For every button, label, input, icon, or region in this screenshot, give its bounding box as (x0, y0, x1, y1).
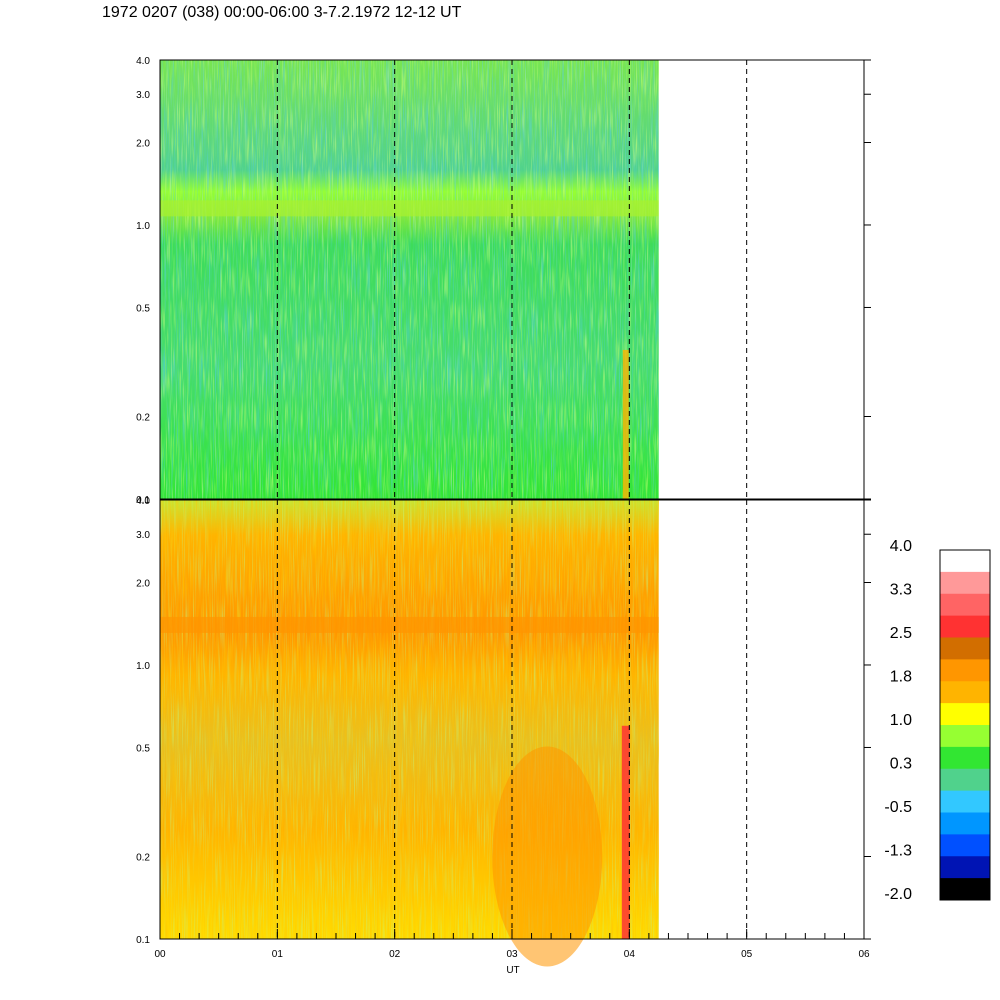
upper-y-tick-label: 4.0 (136, 56, 150, 67)
colorbar-swatch (940, 571, 990, 595)
x-tick-label: 01 (272, 949, 284, 960)
colorbar-swatch (940, 812, 990, 835)
colorbar-label: 1.8 (890, 669, 912, 686)
lower-y-tick-label: 1.0 (136, 661, 150, 672)
colorbar: 4.0 3.3 2.5 1.8 1.0 0.3 -0.5 -1.3 -2.0 (884, 538, 991, 903)
upper-y-tick-label: 2.0 (136, 138, 150, 149)
upper-spectrogram-texture-2 (160, 60, 659, 499)
colorbar-swatch (940, 550, 990, 573)
lower-intense-column (621, 725, 630, 939)
x-tick-label: 04 (624, 949, 636, 960)
colorbar-swatch (940, 790, 990, 813)
chart-title: 1972 0207 (038) 00:00-06:00 3-7.2.1972 1… (102, 4, 462, 21)
lower-y-tick-label: 3.0 (136, 530, 150, 541)
colorbar-swatch (940, 834, 990, 857)
lower-y-tick-label: 4.0 (136, 496, 150, 507)
x-tick-label: 02 (389, 949, 401, 960)
colorbar-frame (939, 549, 991, 901)
colorbar-label: 2.5 (890, 625, 912, 642)
colorbar-swatch (940, 593, 990, 617)
x-tick-label: 05 (741, 949, 753, 960)
upper-y-tick-label: 1.0 (136, 221, 150, 232)
colorbar-swatch (940, 768, 990, 792)
colorbar-swatch (940, 746, 990, 770)
upper-intense-column (622, 349, 629, 499)
colorbar-swatch (940, 878, 990, 901)
colorbar-swatch (940, 725, 990, 748)
upper-emission-band (160, 200, 659, 217)
colorbar-swatch (940, 637, 990, 660)
x-axis: 00 01 02 03 04 05 06 UT (154, 929, 870, 976)
upper-y-tick-label: 0.2 (136, 413, 150, 424)
colorbar-swatch (940, 681, 990, 704)
upper-y-tick-label: 3.0 (136, 90, 150, 101)
colorbar-swatch (940, 703, 990, 726)
lower-orange-patch (492, 746, 603, 967)
colorbar-label: 4.0 (890, 538, 912, 555)
lower-y-tick-label: 2.0 (136, 578, 150, 589)
lower-y-tick-label: 0.1 (136, 935, 150, 946)
lower-panel: 0.1 0.2 0.5 1.0 2.0 3.0 4.0 (136, 496, 871, 967)
colorbar-label: -1.3 (884, 843, 912, 860)
upper-panel: 0.1 0.2 0.5 1.0 2.0 3.0 4.0 (136, 56, 871, 506)
x-tick-label: 00 (154, 949, 166, 960)
upper-y-tick-label: 0.1 (136, 495, 150, 506)
upper-y-tick-label: 0.5 (136, 303, 150, 314)
x-axis-label: UT (506, 965, 519, 976)
colorbar-label: -0.5 (884, 799, 912, 816)
x-tick-label: 03 (506, 949, 518, 960)
lower-y-tick-label: 0.5 (136, 743, 150, 754)
colorbar-label: -2.0 (884, 886, 912, 903)
colorbar-label: 0.3 (890, 756, 912, 773)
colorbar-swatch (940, 856, 990, 879)
colorbar-swatch (940, 659, 990, 682)
colorbar-label: 1.0 (890, 712, 912, 729)
x-tick-label: 06 (858, 949, 870, 960)
lower-y-tick-label: 0.2 (136, 853, 150, 864)
colorbar-swatch (940, 615, 990, 638)
colorbar-label: 3.3 (890, 582, 912, 599)
lower-emission-band (160, 616, 659, 633)
